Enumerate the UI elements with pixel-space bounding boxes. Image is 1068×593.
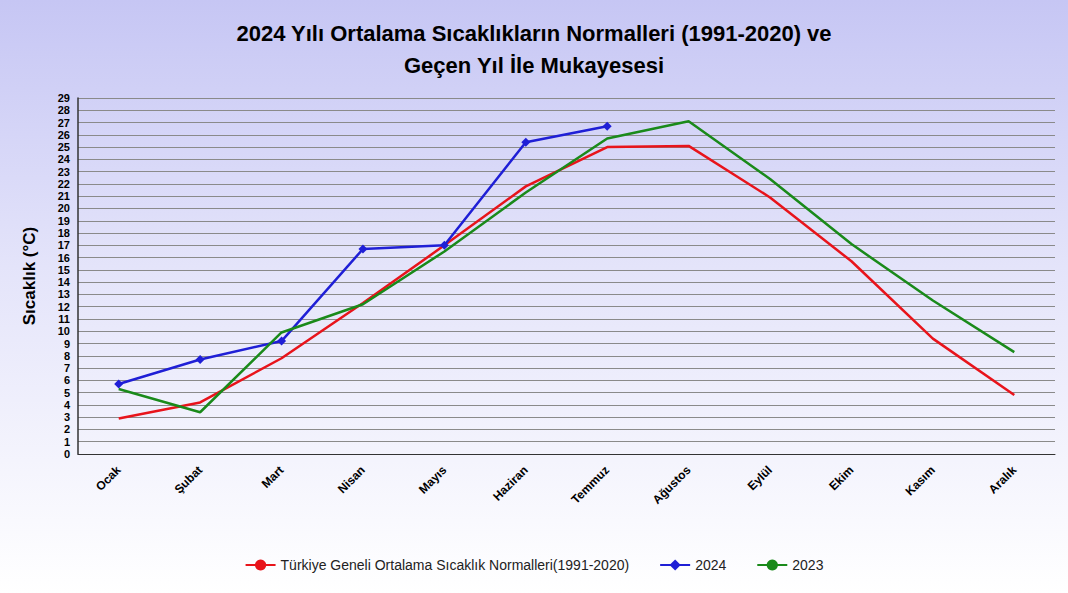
- svg-text:26: 26: [58, 129, 70, 141]
- svg-text:11: 11: [58, 313, 70, 325]
- svg-text:Ekim: Ekim: [826, 463, 856, 493]
- svg-text:7: 7: [64, 362, 70, 374]
- svg-text:16: 16: [58, 252, 70, 264]
- svg-text:Ağustos: Ağustos: [650, 463, 694, 507]
- svg-text:Aralık: Aralık: [986, 463, 1020, 497]
- svg-text:28: 28: [58, 104, 70, 116]
- svg-text:Mayıs: Mayıs: [416, 463, 450, 497]
- svg-text:Ocak: Ocak: [93, 463, 124, 494]
- svg-text:10: 10: [58, 325, 70, 337]
- svg-text:25: 25: [58, 141, 70, 153]
- svg-text:12: 12: [58, 301, 70, 313]
- svg-text:17: 17: [58, 239, 70, 251]
- svg-text:2024 Yılı Ortalama Sıcaklıklar: 2024 Yılı Ortalama Sıcaklıkların Normall…: [236, 21, 831, 46]
- svg-text:2: 2: [64, 423, 70, 435]
- svg-text:Türkiye Geneli Ortalama Sıcakl: Türkiye Geneli Ortalama Sıcaklık Normall…: [281, 557, 630, 573]
- svg-text:3: 3: [64, 411, 70, 423]
- svg-text:8: 8: [64, 350, 70, 362]
- svg-text:15: 15: [58, 264, 70, 276]
- svg-text:2024: 2024: [695, 557, 726, 573]
- svg-text:Sıcaklık (°C): Sıcaklık (°C): [20, 227, 39, 325]
- svg-text:14: 14: [58, 276, 71, 288]
- svg-text:Kasım: Kasım: [902, 463, 937, 498]
- svg-text:6: 6: [64, 374, 70, 386]
- svg-text:0: 0: [64, 448, 70, 460]
- svg-text:4: 4: [64, 399, 71, 411]
- svg-text:Mart: Mart: [259, 463, 287, 491]
- svg-text:20: 20: [58, 202, 70, 214]
- svg-text:13: 13: [58, 288, 70, 300]
- svg-text:Nisan: Nisan: [335, 463, 368, 496]
- svg-text:27: 27: [58, 117, 70, 129]
- svg-text:5: 5: [64, 387, 70, 399]
- svg-text:Eylül: Eylül: [745, 463, 775, 493]
- svg-text:9: 9: [64, 338, 70, 350]
- svg-text:22: 22: [58, 178, 70, 190]
- svg-text:24: 24: [58, 153, 71, 165]
- svg-text:Temmuz: Temmuz: [569, 463, 613, 507]
- svg-text:29: 29: [58, 92, 70, 104]
- svg-text:18: 18: [58, 227, 70, 239]
- svg-text:Geçen Yıl İle Mukayesesi: Geçen Yıl İle Mukayesesi: [404, 53, 664, 78]
- svg-text:Haziran: Haziran: [490, 463, 531, 504]
- svg-text:19: 19: [58, 215, 70, 227]
- svg-text:2023: 2023: [792, 557, 823, 573]
- svg-text:Şubat: Şubat: [172, 463, 205, 496]
- svg-text:23: 23: [58, 166, 70, 178]
- svg-text:1: 1: [64, 436, 70, 448]
- svg-text:21: 21: [58, 190, 70, 202]
